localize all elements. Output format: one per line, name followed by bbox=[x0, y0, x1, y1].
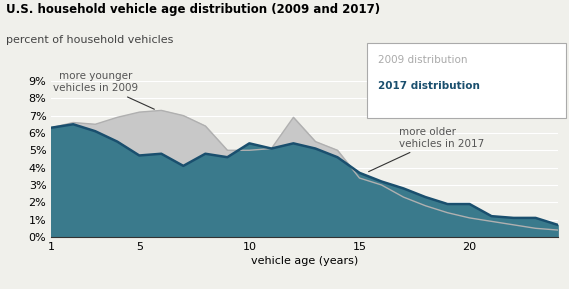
Text: more younger
vehicles in 2009: more younger vehicles in 2009 bbox=[53, 71, 154, 109]
X-axis label: vehicle age (years): vehicle age (years) bbox=[251, 256, 358, 266]
Text: 2009 distribution: 2009 distribution bbox=[378, 55, 468, 65]
Text: more older
vehicles in 2017: more older vehicles in 2017 bbox=[369, 127, 484, 172]
Text: U.S. household vehicle age distribution (2009 and 2017): U.S. household vehicle age distribution … bbox=[6, 3, 380, 16]
Text: 2017 distribution: 2017 distribution bbox=[378, 81, 480, 91]
Text: percent of household vehicles: percent of household vehicles bbox=[6, 35, 173, 45]
